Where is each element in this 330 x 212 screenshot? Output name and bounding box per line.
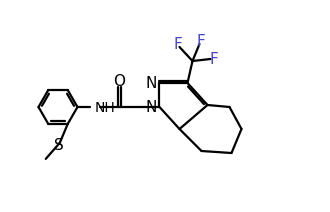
Text: NH: NH — [95, 102, 116, 116]
Text: F: F — [209, 52, 218, 67]
Text: S: S — [54, 138, 64, 153]
Text: F: F — [173, 36, 182, 52]
Text: F: F — [196, 33, 205, 49]
Text: O: O — [114, 74, 125, 89]
Text: N: N — [145, 75, 156, 91]
Text: N: N — [145, 99, 156, 114]
